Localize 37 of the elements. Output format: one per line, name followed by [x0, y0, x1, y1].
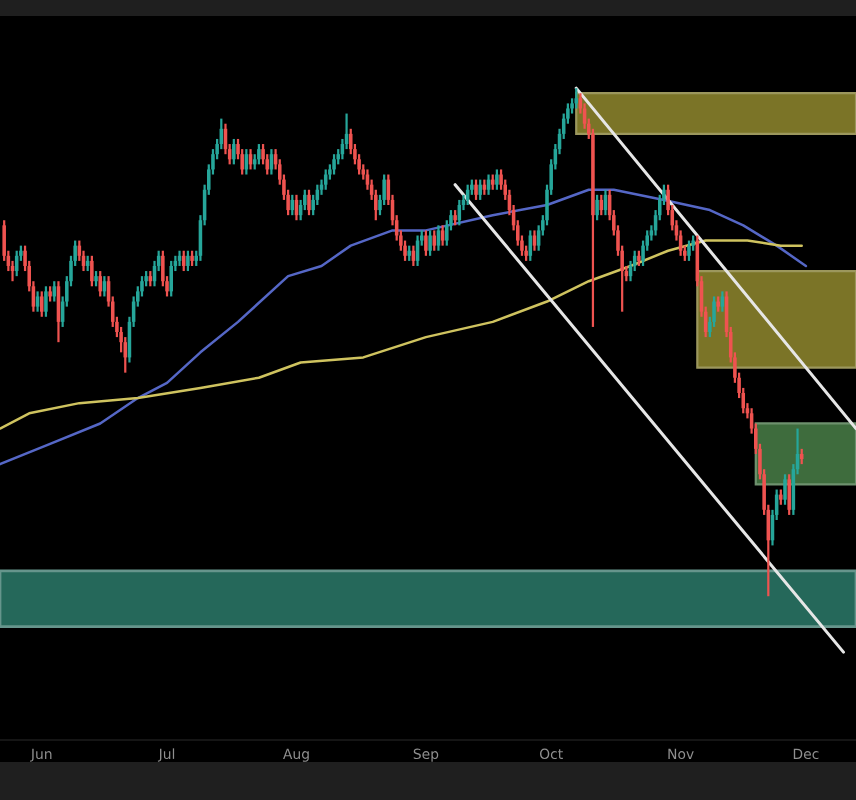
candlestick	[307, 188, 311, 217]
candlestick	[190, 249, 194, 268]
candlestick	[311, 193, 315, 217]
candlestick	[382, 173, 386, 207]
candlestick	[232, 137, 236, 166]
candlestick	[186, 249, 190, 273]
candlestick	[181, 249, 186, 273]
candlestick	[432, 229, 437, 252]
candlestick	[161, 249, 165, 288]
candlestick	[591, 127, 595, 329]
candlestick	[474, 178, 478, 202]
candlestick	[90, 254, 94, 288]
candlestick	[687, 239, 691, 262]
candlestick	[44, 285, 48, 318]
candlestick	[374, 188, 378, 222]
candlestick	[39, 290, 44, 318]
candlestick	[424, 229, 428, 257]
candlestick	[574, 87, 579, 110]
candlestick	[332, 153, 336, 176]
candlestick	[595, 193, 599, 222]
candlestick	[478, 178, 482, 202]
candlestick	[35, 290, 40, 313]
candlestick	[532, 229, 537, 252]
candlestick	[787, 473, 791, 517]
candlestick	[98, 269, 102, 298]
candlestick	[783, 473, 787, 506]
candlestick	[720, 290, 725, 313]
candlestick	[348, 127, 353, 156]
candlestick	[712, 295, 716, 329]
candlestick	[123, 335, 128, 374]
candlestick	[495, 168, 499, 191]
candlestick	[440, 224, 445, 247]
candlestick	[169, 259, 173, 298]
candlestick	[94, 269, 98, 288]
candlestick	[428, 229, 432, 257]
candlestick	[257, 142, 261, 166]
candlestick	[303, 188, 307, 212]
